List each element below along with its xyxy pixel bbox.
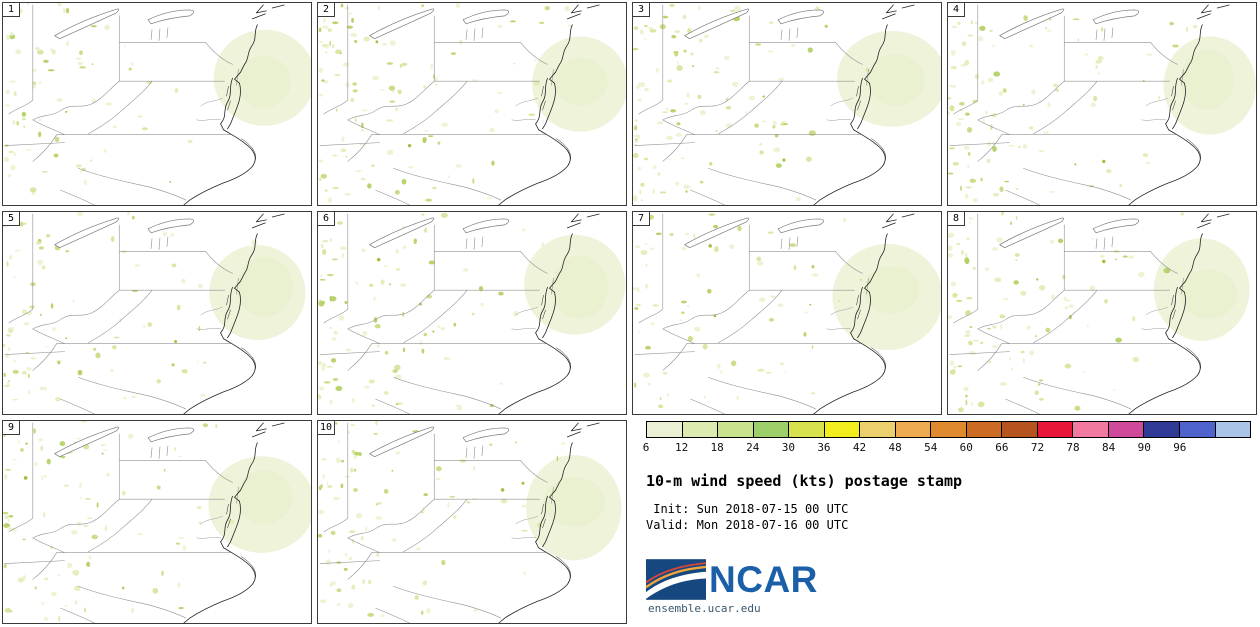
ensemble-member-panel: 1 — [2, 2, 312, 206]
colorbar-tick-label: 30 — [781, 441, 795, 454]
ncar-logo-text: NCAR — [709, 559, 818, 601]
ncar-logo: NCAR — [646, 559, 1251, 601]
colorbar-segment — [752, 421, 790, 438]
valid-time: Valid: Mon 2018-07-16 00 UTC — [646, 517, 849, 532]
panel-number: 5 — [3, 212, 20, 226]
colorbar-segment — [717, 421, 754, 438]
ensemble-member-panel: 3 — [632, 2, 942, 206]
site-url: ensemble.ucar.edu — [648, 602, 761, 616]
ensemble-member-panel: 9 — [2, 420, 312, 624]
colorbar-tick-label: 36 — [817, 441, 831, 454]
colorbar-segment — [788, 421, 825, 438]
colorbar-ticks: 6 12 18 24 30 36 42 48 54 60 66 72 78 84 90 96 — [642, 441, 1251, 456]
colorbar-segment — [1072, 421, 1109, 438]
colorbar-segment — [1107, 421, 1145, 438]
colorbar-segment — [859, 421, 896, 438]
colorbar-segment — [646, 421, 683, 438]
wind-speed-map — [3, 421, 311, 623]
ncar-logo-icon — [646, 559, 706, 601]
panel-number: 4 — [948, 3, 965, 17]
colorbar-tick-label: 60 — [959, 441, 973, 454]
panel-number: 10 — [318, 421, 336, 435]
colorbar-tick-label: 24 — [746, 441, 760, 454]
ensemble-member-panel: 4 — [947, 2, 1257, 206]
colorbar-segment — [823, 421, 861, 438]
colorbar-segment — [1214, 421, 1252, 438]
colorbar-segment — [681, 421, 719, 438]
panel-number: 7 — [633, 212, 650, 226]
wind-speed-map — [3, 212, 306, 414]
colorbar-segment — [965, 421, 1003, 438]
colorbar-tick-label: 6 — [642, 441, 650, 454]
wind-speed-map — [633, 3, 941, 205]
init-time: Init: Sun 2018-07-15 00 UTC — [646, 502, 849, 516]
wind-speed-map — [318, 212, 626, 414]
ensemble-member-panel: 5 — [2, 211, 312, 415]
colorbar-segment — [1036, 421, 1074, 438]
panel-number: 6 — [318, 212, 335, 226]
wind-speed-map — [318, 3, 626, 205]
panel-number: 2 — [318, 3, 335, 17]
plot-title: 10-m wind speed (kts) postage stamp — [646, 472, 963, 490]
ensemble-member-panel: 6 — [317, 211, 627, 415]
colorbar-tick-label: 12 — [674, 441, 689, 454]
colorbar-tick-label: 54 — [924, 441, 938, 454]
colorbar-tick-label: 66 — [995, 441, 1009, 454]
colorbar-segment — [1001, 421, 1038, 438]
ensemble-member-panel: 2 — [317, 2, 627, 206]
colorbar-segment — [930, 421, 967, 438]
legend-block: 6 12 18 24 30 36 42 48 54 60 66 72 78 84 90 96 10-m win… — [632, 420, 1257, 624]
ensemble-member-panel: 7 — [632, 211, 942, 415]
colorbar-segment — [1143, 421, 1180, 438]
ensemble-member-panel: 10 — [317, 420, 627, 624]
ensemble-member-panel: 8 — [947, 211, 1257, 415]
colorbar-tick-label: 96 — [1173, 441, 1187, 454]
panel-number: 3 — [633, 3, 650, 17]
wind-speed-map — [318, 421, 622, 623]
colorbar-tick-label: 78 — [1066, 441, 1080, 454]
colorbar-tick-label: 42 — [852, 441, 867, 454]
panel-number: 1 — [3, 3, 20, 17]
colorbar — [646, 421, 1252, 438]
colorbar-tick-label: 90 — [1137, 441, 1151, 454]
panel-number: 8 — [948, 212, 965, 226]
wind-speed-map — [3, 3, 311, 205]
colorbar-tick-label: 84 — [1102, 441, 1116, 454]
wind-speed-map — [633, 213, 941, 414]
colorbar-tick-label: 18 — [710, 441, 724, 454]
colorbar-segment — [1178, 421, 1216, 438]
wind-speed-map — [948, 3, 1256, 205]
wind-speed-map — [948, 212, 1250, 414]
colorbar-tick-label: 48 — [888, 441, 902, 454]
panel-number: 9 — [3, 421, 20, 435]
colorbar-tick-label: 72 — [1030, 441, 1045, 454]
colorbar-segment — [894, 421, 932, 438]
